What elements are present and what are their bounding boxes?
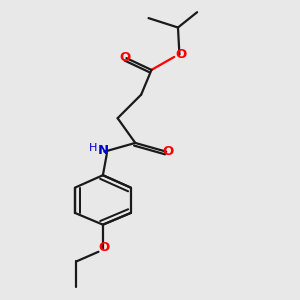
Text: N: N <box>97 144 109 158</box>
Text: H: H <box>89 143 98 153</box>
Text: O: O <box>119 51 130 64</box>
Text: O: O <box>99 241 110 254</box>
Text: O: O <box>175 48 187 61</box>
Text: O: O <box>162 145 173 158</box>
